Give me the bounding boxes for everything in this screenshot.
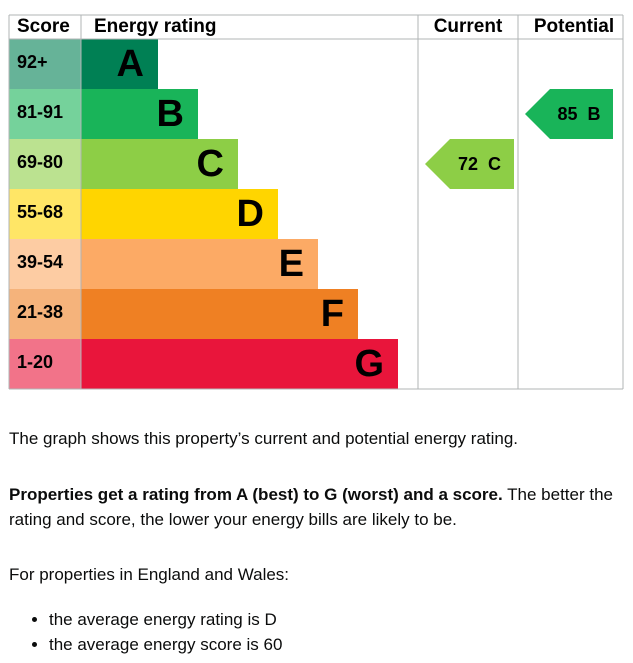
rating-bar — [81, 89, 198, 139]
score-range: 55-68 — [17, 202, 63, 222]
rating-letter: D — [237, 193, 264, 235]
rating-bar — [81, 39, 158, 89]
rating-bar — [81, 239, 318, 289]
rating-letter: G — [354, 343, 384, 385]
potential-label: 85 B — [557, 104, 600, 124]
explanation: Properties get a rating from A (best) to… — [9, 482, 624, 532]
rating-bar — [81, 139, 238, 189]
current-letter: C — [488, 154, 501, 174]
column-header: Energy rating — [94, 16, 216, 37]
score-cell — [9, 289, 81, 339]
potential-arrow — [525, 89, 613, 139]
score-cell — [9, 339, 81, 389]
current-score: 72 — [458, 154, 478, 174]
rating-letter: F — [321, 293, 344, 335]
rating-letter: B — [157, 93, 184, 135]
rating-letter: A — [117, 43, 144, 85]
rating-bar — [81, 189, 278, 239]
score-range: 81-91 — [17, 102, 63, 122]
current-label: 72 C — [458, 154, 501, 174]
score-cell — [9, 39, 81, 89]
average-item: the average energy rating is D — [49, 607, 624, 632]
intro: The graph shows this property’s current … — [9, 429, 519, 448]
column-header: Current — [434, 16, 503, 37]
score-range: 1-20 — [17, 352, 53, 372]
potential-letter: B — [588, 104, 601, 124]
score-range: 69-80 — [17, 152, 63, 172]
score-range: 92+ — [17, 52, 48, 72]
score-cell — [9, 239, 81, 289]
column-header: Score — [17, 16, 70, 37]
column-header: Potential — [534, 16, 614, 37]
averages-list: the average energy rating is D the avera… — [9, 607, 624, 657]
explanation-text: The better the rating and score, the low… — [9, 485, 613, 529]
average-item: the average energy score is 60 — [49, 632, 624, 657]
explanation-bold: Properties get a rating from A (best) to… — [9, 485, 503, 504]
averages-intro: For properties in England and Wales: — [9, 565, 290, 584]
energy-graph: Score Energy rating Current Potential 92+ A 81… — [8, 14, 624, 390]
current-arrow — [425, 139, 514, 189]
score-range: 39-54 — [17, 252, 63, 272]
score-cell — [9, 139, 81, 189]
score-range: 21-38 — [17, 302, 63, 322]
rating-bar — [81, 289, 358, 339]
rating-letter: C — [197, 143, 224, 185]
potential-score: 85 — [557, 104, 577, 124]
score-cell — [9, 189, 81, 239]
rating-letter: E — [279, 243, 304, 285]
rating-bar — [81, 339, 398, 389]
score-cell — [9, 89, 81, 139]
